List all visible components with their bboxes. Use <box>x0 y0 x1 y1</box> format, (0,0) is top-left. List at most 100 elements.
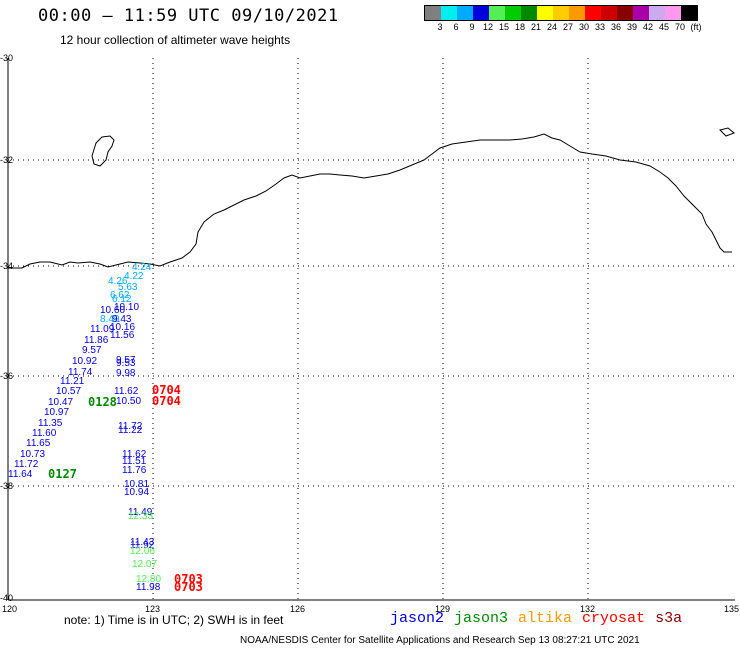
wave-height-value: 10.81 <box>124 479 149 490</box>
legend-label: 9 <box>469 22 475 32</box>
legend-swatch <box>537 6 553 20</box>
legend-swatch <box>489 6 505 20</box>
wave-height-value: 10.10 <box>114 302 139 313</box>
legend-swatch <box>457 6 473 20</box>
wave-height-value: 11.72 <box>14 459 39 470</box>
legend-label: 18 <box>514 22 525 32</box>
longitude-label: 126 <box>290 604 305 614</box>
legend-label: 36 <box>610 22 621 32</box>
legend-label: 3 <box>437 22 443 32</box>
legend-labels: 3 6 9 12 15 18 21 24 27 30 33 36 39 42 45 70 (ft) <box>424 22 740 34</box>
wave-height-value: 9.57 <box>116 355 136 366</box>
satellite-name: jason2 <box>390 610 445 627</box>
wave-height-value: 6.62 <box>110 290 130 301</box>
legend-color-bar <box>424 5 698 21</box>
legend-label: 33 <box>594 22 605 32</box>
latitude-label: -34 <box>0 261 13 271</box>
wave-height-value: 11.62 <box>122 449 147 460</box>
wave-height-value: 11.22 <box>118 425 143 436</box>
wave-height-value: 11.56 <box>110 330 135 341</box>
wave-height-value: 12.07 <box>132 559 157 570</box>
wave-height-value: 11.86 <box>84 335 109 346</box>
footer-note: note: 1) Time is in UTC; 2) SWH is in fe… <box>64 613 284 627</box>
wave-height-value: 9.53 <box>116 358 136 369</box>
legend-swatch <box>441 6 457 20</box>
satellite-name: altika <box>518 610 573 627</box>
wave-height-value: 11.76 <box>122 465 147 476</box>
wave-height-value: 11.09 <box>90 324 115 335</box>
footer-credit: NOAA/NESDIS Center for Satellite Applica… <box>240 635 640 646</box>
wave-height-value: 10.47 <box>48 397 73 408</box>
pass-time-label: 0703 <box>174 580 203 594</box>
wave-height-value: 11.92 <box>130 540 155 551</box>
wave-height-observations: 4.244.224.265.636.626.1210.1010.608.499.… <box>8 262 161 593</box>
legend-swatch <box>617 6 633 20</box>
legend-label: 27 <box>562 22 573 32</box>
wave-height-value: 9.98 <box>116 368 136 379</box>
longitude-label: 135 <box>724 604 739 614</box>
satellite-name: jason3 <box>454 610 509 627</box>
legend-label: 30 <box>578 22 589 32</box>
wave-height-value: 8.49 <box>100 314 120 325</box>
legend-label: 70 <box>674 22 685 32</box>
pass-time-label: 0703 <box>174 572 203 586</box>
wave-height-value: 9.57 <box>82 345 102 356</box>
wave-height-value: 11.51 <box>122 456 147 467</box>
wave-height-value: 11.72 <box>118 421 143 432</box>
latitude-label: -36 <box>0 371 13 381</box>
legend-swatch <box>505 6 521 20</box>
longitude-label: 129 <box>435 604 450 614</box>
pass-time-label: 0704 <box>152 383 181 397</box>
latitude-label: -40 <box>0 593 13 603</box>
legend-swatch <box>425 6 441 20</box>
wave-height-value: 11.62 <box>114 386 139 397</box>
legend-swatch <box>473 6 489 20</box>
wave-height-value: 10.50 <box>116 396 141 407</box>
legend-label: 15 <box>498 22 509 32</box>
wave-height-value: 6.12 <box>112 294 132 305</box>
tasmania-edge <box>719 127 735 137</box>
map-grid <box>8 58 735 600</box>
legend-label: 45 <box>658 22 669 32</box>
satellite-name: s3a <box>655 610 683 627</box>
wave-height-value: 11.21 <box>60 376 85 387</box>
map-frame <box>7 58 735 601</box>
pass-time-label: 0127 <box>48 467 77 481</box>
legend-swatch <box>553 6 569 20</box>
legend-label: 6 <box>453 22 459 32</box>
wave-height-value: 11.74 <box>68 367 93 378</box>
legend-swatch <box>633 6 649 20</box>
wave-height-value: 11.49 <box>128 507 153 518</box>
legend-label: 24 <box>546 22 557 32</box>
legend-label: 42 <box>642 22 653 32</box>
wave-height-legend: 3 6 9 12 15 18 21 24 27 30 33 36 39 42 45 70 (ft) <box>424 5 702 32</box>
legend-swatch <box>601 6 617 20</box>
wave-height-value: 11.43 <box>130 537 155 548</box>
legend-swatch <box>665 6 681 20</box>
longitude-label: 132 <box>580 604 595 614</box>
coastline <box>8 127 735 269</box>
latitude-label: -32 <box>0 155 13 165</box>
latitude-label: -38 <box>0 481 13 491</box>
longitude-label: 123 <box>145 604 160 614</box>
longitude-labels: 120 123 126 129 132 135 <box>2 604 739 614</box>
wave-height-value: 11.98 <box>136 582 161 593</box>
wave-height-value: 5.63 <box>118 282 138 293</box>
legend-swatch <box>521 6 537 20</box>
legend-unit: (ft) <box>690 22 702 32</box>
latitude-label: -30 <box>0 53 13 63</box>
wave-height-value: 10.94 <box>124 487 149 498</box>
pass-time-label: 0128 <box>88 395 117 409</box>
wave-height-value: 4.24 <box>132 262 152 273</box>
wave-height-value: 10.57 <box>56 386 81 397</box>
wave-height-value: 10.16 <box>110 322 135 333</box>
legend-label: 39 <box>626 22 637 32</box>
page-title: 00:00 – 11:59 UTC 09/10/2021 <box>38 6 339 26</box>
wave-height-value: 12.80 <box>136 574 161 585</box>
wave-height-value: 9.43 <box>112 314 132 325</box>
legend-label: 21 <box>530 22 541 32</box>
wave-height-value: 4.26 <box>108 276 128 287</box>
latitude-labels: -30 -32 -34 -36 -38 -40 <box>0 53 13 603</box>
wave-height-value: 11.64 <box>8 469 33 480</box>
